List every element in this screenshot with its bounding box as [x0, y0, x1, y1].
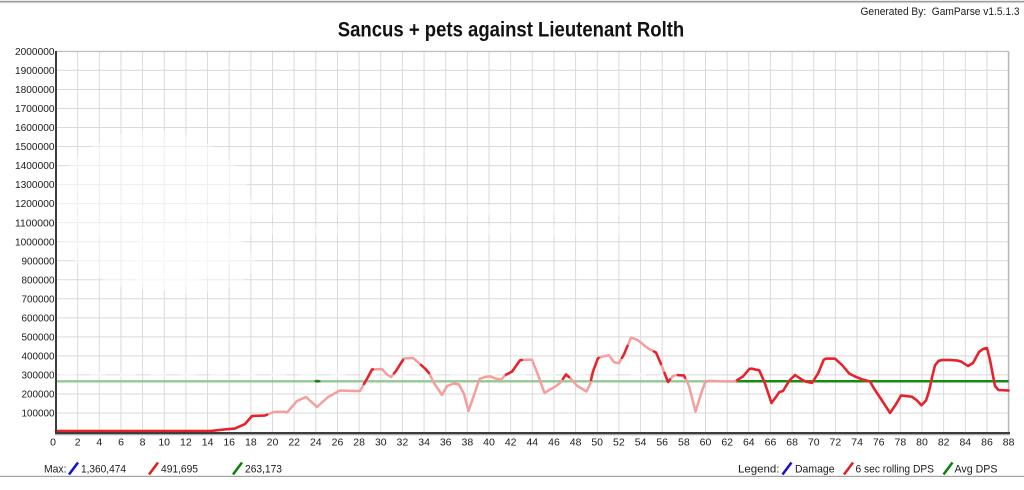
- svg-text:1600000: 1600000: [15, 123, 55, 134]
- svg-text:60: 60: [700, 436, 712, 448]
- svg-text:1200000: 1200000: [15, 199, 55, 210]
- svg-text:22: 22: [288, 436, 300, 448]
- svg-text:1300000: 1300000: [15, 180, 55, 191]
- svg-text:80: 80: [916, 436, 928, 448]
- svg-text:56: 56: [656, 436, 668, 448]
- svg-text:600000: 600000: [22, 313, 55, 324]
- svg-text:38: 38: [462, 436, 474, 448]
- svg-text:68: 68: [786, 436, 798, 448]
- svg-text:40: 40: [483, 436, 495, 448]
- svg-text:50: 50: [591, 436, 603, 448]
- svg-text:28: 28: [353, 436, 365, 448]
- svg-text:42: 42: [505, 436, 517, 448]
- svg-text:491,695: 491,695: [161, 463, 198, 475]
- svg-text:58: 58: [678, 436, 690, 448]
- svg-text:1000000: 1000000: [15, 237, 55, 248]
- svg-text:82: 82: [938, 436, 950, 448]
- svg-text:1400000: 1400000: [15, 161, 55, 172]
- svg-text:1900000: 1900000: [15, 66, 55, 77]
- svg-text:1500000: 1500000: [15, 142, 55, 153]
- svg-text:10: 10: [158, 436, 170, 448]
- svg-text:800000: 800000: [22, 275, 55, 286]
- svg-text:78: 78: [895, 436, 907, 448]
- svg-text:34: 34: [418, 436, 430, 448]
- svg-text:26: 26: [332, 436, 344, 448]
- svg-text:20: 20: [267, 436, 279, 448]
- svg-text:18: 18: [245, 436, 257, 448]
- svg-text:Damage: Damage: [795, 463, 835, 475]
- svg-text:64: 64: [743, 436, 755, 448]
- svg-text:0: 0: [50, 436, 56, 448]
- svg-text:700000: 700000: [22, 294, 55, 305]
- svg-text:44: 44: [526, 436, 538, 448]
- svg-text:74: 74: [851, 436, 863, 448]
- svg-text:Max:: Max:: [44, 463, 67, 475]
- svg-text:86: 86: [981, 436, 993, 448]
- svg-text:32: 32: [397, 436, 409, 448]
- svg-text:1700000: 1700000: [15, 104, 55, 115]
- svg-text:500000: 500000: [22, 333, 55, 344]
- svg-text:12: 12: [180, 436, 192, 448]
- svg-text:54: 54: [635, 436, 647, 448]
- svg-text:72: 72: [830, 436, 842, 448]
- svg-text:70: 70: [808, 436, 820, 448]
- svg-text:1,360,474: 1,360,474: [81, 463, 126, 475]
- svg-text:2000000: 2000000: [15, 47, 55, 58]
- svg-text:400000: 400000: [22, 352, 55, 363]
- svg-text:2: 2: [75, 436, 81, 448]
- svg-text:6 sec rolling DPS: 6 sec rolling DPS: [856, 463, 935, 475]
- svg-text:1100000: 1100000: [15, 218, 55, 229]
- svg-text:Avg DPS: Avg DPS: [955, 463, 998, 475]
- svg-text:200000: 200000: [22, 390, 55, 401]
- svg-text:76: 76: [873, 436, 885, 448]
- svg-text:Sancus + pets against Lieutena: Sancus + pets against Lieutenant Rolth: [338, 18, 685, 42]
- svg-text:16: 16: [223, 436, 235, 448]
- svg-text:84: 84: [959, 436, 971, 448]
- svg-text:100000: 100000: [22, 409, 55, 420]
- svg-text:46: 46: [548, 436, 560, 448]
- svg-text:24: 24: [310, 436, 322, 448]
- svg-text:263,173: 263,173: [245, 463, 282, 475]
- svg-text:Generated By: GamParse v1.5.1: Generated By: GamParse v1.5.1.3: [861, 6, 1020, 18]
- svg-text:300000: 300000: [22, 371, 55, 382]
- svg-text:1800000: 1800000: [15, 85, 55, 96]
- svg-text:62: 62: [721, 436, 733, 448]
- svg-text:14: 14: [202, 436, 214, 448]
- svg-text:36: 36: [440, 436, 452, 448]
- svg-text:52: 52: [613, 436, 625, 448]
- svg-text:8: 8: [140, 436, 146, 448]
- svg-text:30: 30: [375, 436, 387, 448]
- svg-text:900000: 900000: [22, 256, 55, 267]
- svg-text:Legend:: Legend:: [738, 463, 780, 475]
- svg-text:48: 48: [570, 436, 582, 448]
- svg-text:88: 88: [1003, 436, 1015, 448]
- svg-text:6: 6: [118, 436, 124, 448]
- svg-text:4: 4: [96, 436, 102, 448]
- svg-text:66: 66: [765, 436, 777, 448]
